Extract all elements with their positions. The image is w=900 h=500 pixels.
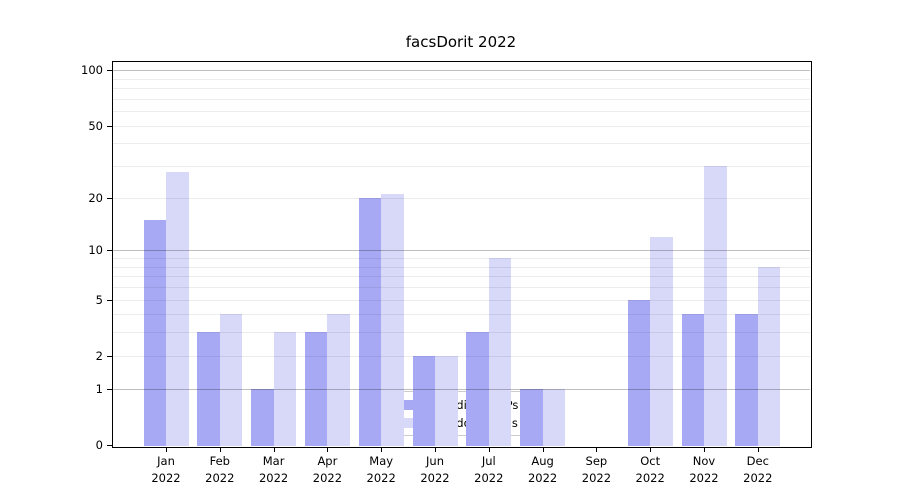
bar-nb-of-distinct-ips-feb [197, 332, 220, 446]
x-axis-tick-label: Sep 2022 [581, 454, 612, 486]
bar-nb-of-downloads-dec [757, 266, 781, 446]
bar-nb-of-downloads-apr [327, 314, 350, 446]
x-axis-tick-label: Dec 2022 [743, 454, 773, 486]
minor-gridline [113, 125, 810, 127]
y-tick-mark [107, 445, 112, 446]
x-tick-mark [757, 447, 759, 452]
minor-gridline [113, 276, 810, 278]
x-axis-tick-label: Jun 2022 [420, 454, 450, 486]
y-tick-mark [107, 125, 112, 127]
y-tick-mark [107, 299, 112, 301]
x-axis-tick-label: Aug 2022 [527, 454, 558, 486]
y-tick-mark [107, 70, 112, 72]
y-tick-mark [107, 197, 112, 199]
y-tick-mark [107, 355, 112, 357]
y-tick-mark [107, 250, 112, 252]
bar-nb-of-downloads-feb [219, 314, 243, 446]
minor-gridline [113, 111, 810, 113]
bar-nb-of-downloads-jun [435, 355, 458, 446]
y-axis-tick-label: 20 [88, 190, 103, 205]
minor-gridline [113, 78, 810, 80]
minor-gridline [113, 258, 810, 259]
minor-gridline [113, 98, 810, 100]
minor-gridline [113, 88, 810, 90]
minor-gridline [113, 266, 810, 268]
bar-nb-of-downloads-nov [704, 166, 727, 446]
x-axis-tick-label: Feb 2022 [205, 454, 235, 486]
x-tick-mark [327, 447, 329, 452]
bar-nb-of-downloads-jan [166, 171, 189, 446]
minor-gridline [113, 166, 810, 168]
minor-gridline [113, 332, 810, 334]
y-axis-tick-label: 50 [88, 118, 103, 133]
bar-nb-of-distinct-ips-mar [251, 388, 274, 446]
bar-nb-of-distinct-ips-jan [143, 219, 166, 446]
major-gridline [113, 250, 810, 252]
x-tick-mark [596, 447, 598, 452]
bar-nb-of-downloads-aug [542, 388, 566, 446]
y-axis-tick-label: 100 [81, 63, 103, 78]
major-gridline [113, 388, 810, 390]
bar-nb-of-distinct-ips-jun [412, 355, 435, 446]
bar-nb-of-distinct-ips-nov [681, 314, 704, 446]
x-axis-tick-label: Oct 2022 [635, 454, 665, 486]
minor-gridline [113, 299, 810, 301]
y-axis-tick-label: 10 [88, 243, 103, 258]
x-axis-tick-label: Mar 2022 [258, 454, 289, 486]
y-axis-tick-label: 1 [95, 381, 103, 396]
x-axis-tick-label: Jul 2022 [474, 454, 504, 486]
x-axis-tick-label: May 2022 [366, 454, 396, 486]
x-tick-mark [542, 447, 544, 452]
x-axis-tick-label: Jan 2022 [151, 454, 181, 486]
y-tick-mark [107, 388, 112, 390]
y-axis-tick-label: 2 [95, 348, 103, 363]
bar-nb-of-distinct-ips-jul [466, 332, 489, 446]
bar-nb-of-downloads-jul [488, 258, 512, 446]
chart-title: facsDorit 2022 [405, 33, 517, 51]
y-axis-tick-label: 0 [95, 438, 103, 452]
minor-gridline [113, 197, 810, 199]
y-axis-tick-label: 5 [95, 292, 103, 307]
x-tick-mark [488, 447, 490, 452]
bar-nb-of-distinct-ips-may [358, 197, 382, 446]
x-tick-mark [650, 447, 652, 452]
bar-nb-of-downloads-may [381, 194, 404, 446]
bar-nb-of-distinct-ips-apr [304, 332, 328, 446]
minor-gridline [113, 314, 810, 316]
bar-nb-of-downloads-mar [273, 332, 297, 446]
minor-gridline [113, 355, 810, 357]
legend-item: Nb of downloads [387, 416, 535, 430]
bar-nb-of-distinct-ips-oct [627, 299, 651, 446]
minor-gridline [113, 143, 810, 145]
x-tick-mark [219, 447, 221, 452]
x-tick-mark [704, 447, 705, 452]
bar-nb-of-downloads-oct [650, 236, 673, 446]
minor-gridline [113, 287, 810, 288]
major-gridline [113, 70, 810, 72]
x-tick-mark [166, 447, 167, 452]
x-axis-tick-label: Nov 2022 [689, 454, 719, 486]
bar-nb-of-distinct-ips-dec [735, 314, 758, 446]
bar-nb-of-distinct-ips-aug [520, 388, 543, 446]
x-tick-mark [381, 447, 383, 452]
x-tick-mark [435, 447, 436, 452]
legend-item: Nb of distinct IPs [387, 398, 535, 412]
x-axis-tick-label: Apr 2022 [312, 454, 343, 486]
x-tick-mark [273, 447, 275, 452]
